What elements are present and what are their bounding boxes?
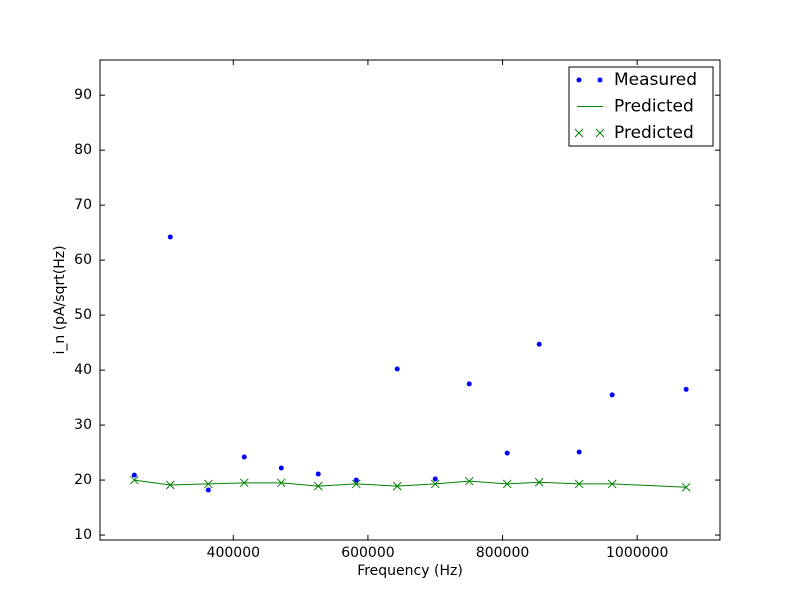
x-tick-label: 400000 bbox=[207, 545, 260, 561]
point bbox=[241, 454, 247, 460]
point bbox=[239, 478, 249, 488]
y-tick-label: 80 bbox=[74, 142, 92, 158]
y-tick-label: 30 bbox=[74, 417, 92, 433]
point bbox=[278, 465, 284, 471]
point bbox=[574, 479, 584, 489]
point bbox=[131, 472, 137, 478]
point bbox=[607, 479, 617, 489]
x-tick-label: 800000 bbox=[476, 545, 529, 561]
axes-frame bbox=[99, 59, 721, 541]
point bbox=[167, 234, 173, 240]
legend: Measured Predicted Predicted bbox=[568, 66, 714, 147]
point bbox=[466, 381, 472, 387]
point bbox=[432, 476, 438, 482]
point bbox=[313, 481, 323, 491]
point bbox=[315, 471, 321, 477]
x-tick-label: 600000 bbox=[341, 545, 394, 561]
point bbox=[392, 481, 402, 491]
point bbox=[165, 480, 175, 490]
legend-marker bbox=[595, 128, 605, 138]
point bbox=[430, 479, 440, 489]
legend-marker bbox=[574, 128, 584, 138]
point bbox=[576, 449, 582, 455]
legend-label: Measured bbox=[614, 70, 697, 90]
y-tick-label: 70 bbox=[74, 197, 92, 213]
point bbox=[609, 392, 615, 398]
legend-label: Predicted bbox=[614, 97, 694, 117]
point bbox=[353, 477, 359, 483]
y-tick-label: 60 bbox=[74, 252, 92, 268]
point bbox=[534, 477, 544, 487]
point bbox=[129, 475, 139, 485]
point bbox=[464, 476, 474, 486]
legend-marker bbox=[576, 77, 582, 83]
point bbox=[504, 450, 510, 456]
point bbox=[681, 482, 691, 492]
point bbox=[351, 479, 361, 489]
x-axis-label: Frequency (Hz) bbox=[357, 563, 463, 579]
y-tick-label: 50 bbox=[74, 307, 92, 323]
point bbox=[536, 341, 542, 347]
point bbox=[502, 479, 512, 489]
y-tick-label: 40 bbox=[74, 362, 92, 378]
x-tick-label: 1000000 bbox=[606, 545, 668, 561]
point bbox=[203, 479, 213, 489]
y-tick-label: 10 bbox=[74, 527, 92, 543]
legend-label: Predicted bbox=[614, 123, 694, 143]
point bbox=[205, 487, 211, 493]
y-axis-label: i_n (pA/sqrt(Hz) bbox=[52, 245, 68, 354]
point bbox=[683, 386, 689, 392]
y-tick-label: 20 bbox=[74, 472, 92, 488]
y-tick-label: 90 bbox=[74, 87, 92, 103]
point bbox=[276, 478, 286, 488]
point bbox=[394, 366, 400, 372]
legend-marker bbox=[597, 77, 603, 83]
